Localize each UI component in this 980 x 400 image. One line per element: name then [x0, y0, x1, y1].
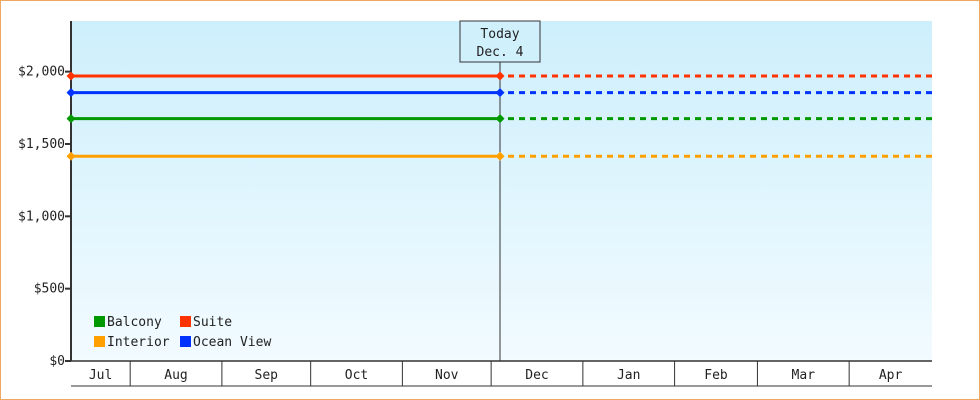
legend-label: Interior: [107, 335, 170, 350]
x-month-label: Mar: [792, 368, 816, 383]
data-point: [495, 88, 505, 98]
data-point: [495, 114, 505, 124]
legend-swatch: [94, 336, 105, 347]
data-point: [495, 151, 505, 161]
x-month-label: Feb: [704, 368, 728, 383]
x-month-label: Jul: [89, 368, 112, 383]
series-group: [66, 71, 932, 161]
legend-swatch: [94, 316, 105, 327]
legend: Balcony Suite Interior Ocean View: [94, 315, 271, 350]
x-month-label: Apr: [879, 368, 903, 383]
data-point: [66, 114, 76, 124]
data-point: [66, 151, 76, 161]
x-month-label: Oct: [345, 368, 368, 383]
x-month-label: Sep: [255, 368, 279, 383]
legend-swatch: [180, 336, 191, 347]
y-tick-label: $500: [34, 282, 65, 297]
legend-swatch: [180, 316, 191, 327]
x-month-label: Dec: [525, 368, 548, 383]
y-tick-label: $2,000: [18, 65, 65, 80]
data-point: [66, 71, 76, 81]
today-label: Today: [480, 27, 519, 42]
legend-label: Ocean View: [193, 335, 271, 350]
x-axis: Jul Aug Sep Oct Nov Dec Jan Feb Mar Apr: [71, 360, 932, 387]
today-date: Dec. 4: [477, 45, 524, 60]
x-month-label: Jan: [617, 368, 640, 383]
y-tick-label: $1,500: [18, 137, 65, 152]
x-month-label: Aug: [164, 368, 187, 383]
y-axis: $0 $500 $1,000 $1,500 $2,000: [18, 21, 72, 369]
x-month-label: Nov: [435, 368, 459, 383]
today-label-box: [459, 20, 541, 63]
data-point: [495, 71, 505, 81]
legend-label: Balcony: [107, 315, 162, 330]
y-tick-label: $0: [49, 354, 65, 369]
plot-area: [71, 21, 932, 361]
y-tick-label: $1,000: [18, 209, 65, 224]
data-point: [66, 88, 76, 98]
today-marker: Today Dec. 4: [459, 20, 541, 361]
legend-label: Suite: [193, 315, 232, 330]
